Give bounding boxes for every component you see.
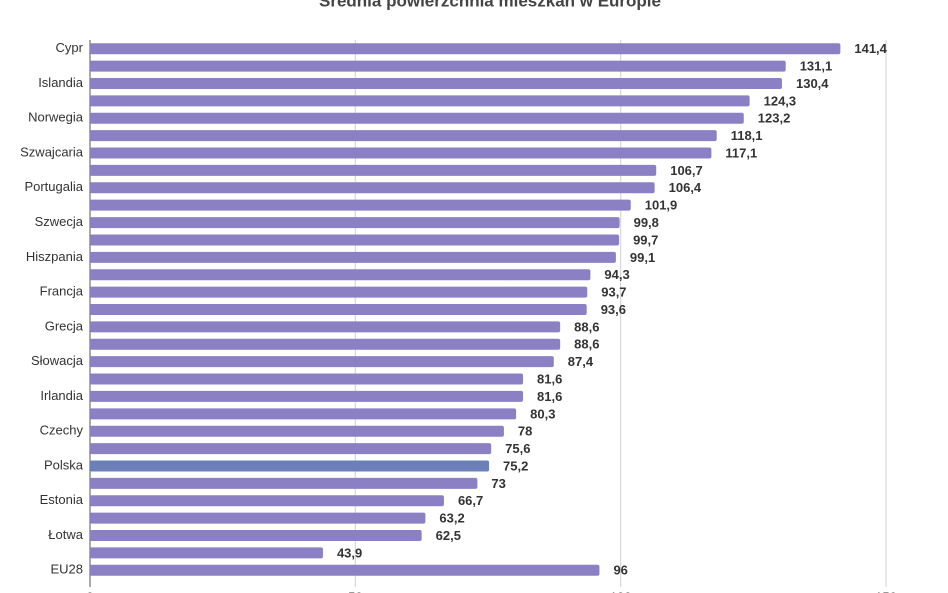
bar — [90, 564, 600, 576]
value-label: 99,7 — [633, 232, 658, 247]
bar — [90, 147, 712, 159]
x-tick-label: 0 — [86, 589, 93, 593]
value-label: 75,6 — [505, 441, 530, 456]
bar — [90, 217, 620, 229]
y-tick-label: Cypr — [56, 40, 84, 55]
value-label: 141,4 — [854, 41, 887, 56]
x-tick-label: 50 — [348, 589, 362, 593]
value-label: 130,4 — [796, 76, 829, 91]
value-label: 123,2 — [758, 111, 791, 126]
value-label: 106,4 — [669, 180, 702, 195]
y-tick-label: Łotwa — [48, 527, 83, 542]
bar — [90, 425, 504, 437]
y-tick-label: Islandia — [38, 75, 84, 90]
bar — [90, 356, 554, 368]
bar — [90, 338, 561, 350]
bar — [90, 43, 841, 55]
value-label: 118,1 — [731, 128, 763, 143]
bar — [90, 164, 657, 176]
value-label: 81,6 — [537, 371, 562, 386]
chart-title: Średnia powierzchnia mieszkań w Europie — [319, 0, 661, 10]
bar — [90, 547, 323, 559]
value-label: 96 — [613, 563, 627, 578]
bar — [90, 512, 426, 524]
bar — [90, 408, 517, 420]
bar — [90, 321, 561, 333]
bar — [90, 495, 444, 507]
bar — [90, 286, 588, 298]
bar — [90, 182, 655, 194]
value-label: 88,6 — [574, 337, 599, 352]
value-label: 66,7 — [458, 493, 483, 508]
bar — [90, 251, 616, 263]
value-label: 99,1 — [630, 250, 655, 265]
y-tick-label: Estonia — [40, 492, 84, 507]
value-label: 131,1 — [800, 59, 833, 74]
value-label: 88,6 — [574, 319, 599, 334]
y-tick-label: Norwegia — [28, 110, 84, 125]
y-tick-label: Hiszpania — [26, 249, 84, 264]
value-label: 75,2 — [503, 458, 528, 473]
value-label: 124,3 — [764, 93, 797, 108]
value-label: 99,8 — [634, 215, 659, 230]
bar — [90, 130, 717, 142]
bar — [90, 443, 492, 455]
bar — [90, 77, 782, 89]
y-tick-label: Słowacja — [31, 353, 84, 368]
bar — [90, 112, 744, 124]
value-label: 94,3 — [604, 267, 629, 282]
bar — [90, 95, 750, 107]
value-label: 93,6 — [601, 302, 626, 317]
bar — [90, 477, 478, 489]
value-label: 63,2 — [439, 511, 464, 526]
bar — [90, 460, 490, 472]
y-tick-label: EU28 — [50, 562, 83, 577]
y-tick-label: Portugalia — [24, 179, 83, 194]
bar — [90, 373, 524, 385]
value-label: 117,1 — [725, 145, 757, 160]
x-tick-label: 150 — [875, 589, 897, 593]
y-tick-label: Francja — [40, 284, 84, 299]
value-label: 43,9 — [337, 545, 362, 560]
bar — [90, 60, 786, 72]
y-tick-label: Grecja — [45, 318, 84, 333]
y-tick-label: Szwecja — [35, 214, 84, 229]
y-tick-label: Polska — [44, 457, 84, 472]
value-label: 93,7 — [601, 285, 626, 300]
bar — [90, 530, 422, 542]
value-label: 78 — [518, 424, 532, 439]
bar — [90, 304, 587, 315]
value-label: 87,4 — [568, 354, 594, 369]
bar — [90, 390, 524, 402]
bar — [90, 199, 631, 211]
y-tick-label: Czechy — [40, 423, 84, 438]
value-label: 106,7 — [670, 163, 703, 178]
value-label: 101,9 — [645, 198, 678, 213]
value-label: 62,5 — [436, 528, 461, 543]
x-tick-label: 100 — [610, 589, 632, 593]
bar — [90, 234, 620, 246]
value-label: 81,6 — [537, 389, 562, 404]
value-label: 73 — [491, 476, 505, 491]
y-tick-label: Irlandia — [40, 388, 83, 403]
y-tick-label: Szwajcaria — [20, 144, 84, 159]
value-label: 80,3 — [530, 406, 555, 421]
bar — [90, 269, 591, 281]
